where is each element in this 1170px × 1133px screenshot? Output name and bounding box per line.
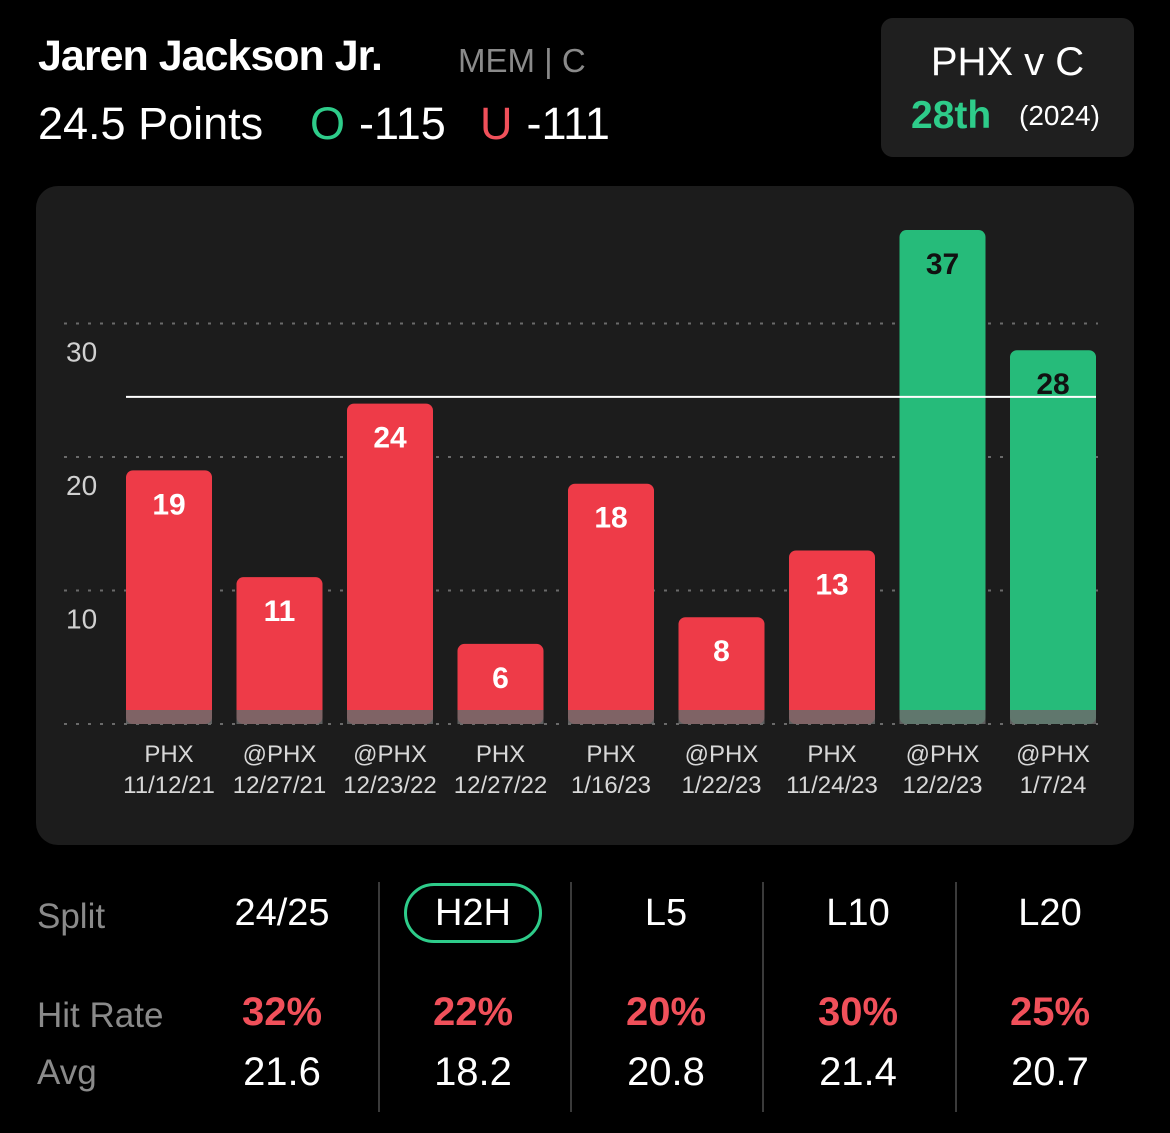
- x-tick-date: 1/16/23: [571, 772, 651, 799]
- under-odds: -111: [526, 98, 610, 149]
- bar-value-label: 19: [152, 488, 185, 521]
- bar-base: [236, 710, 323, 724]
- avg-value: 18.2: [434, 1050, 512, 1094]
- bar-base: [126, 710, 212, 724]
- x-tick-date: 11/12/21: [123, 772, 215, 799]
- game-log-bar-chart: 10 20 30 19 PHX 11/12/21 11 @PHX 12/27/21 24 @PHX 1…: [64, 230, 1098, 799]
- x-tick-date: 12/2/23: [902, 772, 982, 799]
- bar-base: [1010, 710, 1096, 724]
- over-odds-group[interactable]: O -115: [310, 98, 446, 150]
- bar-base: [789, 710, 875, 724]
- column-divider: [378, 882, 380, 1112]
- bar: [568, 483, 654, 724]
- over-odds: -115: [359, 98, 446, 149]
- player-name: Jaren Jackson Jr.: [38, 32, 383, 80]
- bar-value-label: 18: [594, 502, 627, 535]
- split-row-label: Split: [37, 897, 106, 936]
- hit-rate-value: 20%: [625, 990, 707, 1034]
- avg-value: 21.4: [819, 1050, 897, 1094]
- x-tick-opponent: @PHX: [1016, 741, 1090, 768]
- y-tick-label: 10: [66, 604, 97, 635]
- split-tab-h2h[interactable]: H2H: [434, 892, 512, 934]
- bar: [347, 403, 433, 724]
- avg-row-label: Avg: [37, 1053, 97, 1092]
- bar-value-label: 11: [264, 595, 296, 628]
- matchup-card: PHX v C 28th (2024): [881, 18, 1134, 157]
- x-tick-opponent: PHX: [586, 741, 635, 768]
- hit-rate-value: 22%: [432, 990, 514, 1034]
- bar-value-label: 28: [1036, 368, 1069, 401]
- hit-rate-row-label: Hit Rate: [37, 996, 164, 1035]
- split-tab-l5[interactable]: L5: [644, 892, 688, 934]
- team-position: MEM | C: [458, 42, 586, 79]
- selected-split-pill: [404, 883, 542, 943]
- matchup-rank: 28th: [911, 94, 992, 137]
- split-tab-l10[interactable]: L10: [826, 892, 890, 934]
- bar-value-label: 24: [373, 422, 407, 455]
- x-tick-opponent: @PHX: [685, 741, 759, 768]
- hit-rate-value: 25%: [1009, 990, 1091, 1034]
- bar-base: [457, 710, 544, 724]
- x-tick-opponent: @PHX: [243, 741, 317, 768]
- avg-value: 20.8: [627, 1050, 705, 1094]
- x-tick-date: 12/23/22: [343, 772, 436, 799]
- x-tick-opponent: PHX: [476, 741, 525, 768]
- bar: [236, 577, 323, 724]
- bar-value-label: 13: [815, 568, 848, 601]
- column-divider: [570, 882, 572, 1112]
- x-tick-opponent: PHX: [807, 741, 856, 768]
- x-tick-date: 12/27/21: [233, 772, 326, 799]
- avg-value: 21.6: [243, 1050, 321, 1094]
- over-label: O: [310, 98, 346, 149]
- bar: [457, 643, 544, 724]
- x-tick-opponent: @PHX: [353, 741, 427, 768]
- split-tab-l20[interactable]: L20: [1018, 892, 1082, 934]
- under-label: U: [480, 98, 513, 149]
- y-tick-label: 20: [66, 470, 97, 501]
- bar: [126, 470, 212, 724]
- matchup-year: (2024): [1019, 100, 1100, 131]
- bar-base: [899, 710, 986, 724]
- chart-card: 10 20 30 19 PHX 11/12/21 11 @PHX 12/27/21 24 @PHX 1…: [36, 186, 1134, 845]
- x-tick-opponent: PHX: [144, 741, 193, 768]
- bar-value-label: 6: [492, 662, 509, 695]
- column-divider: [955, 882, 957, 1112]
- x-tick-date: 1/22/23: [681, 772, 761, 799]
- under-odds-group[interactable]: U -111: [480, 98, 610, 150]
- prop-line: 24.5 Points: [38, 98, 264, 149]
- hit-rate-value: 32%: [241, 990, 323, 1034]
- bar-value-label: 8: [713, 635, 730, 668]
- bar-value-label: 37: [926, 248, 959, 281]
- matchup-title: PHX v C: [930, 40, 1085, 84]
- split-tab-24-25[interactable]: 24/25: [234, 892, 330, 934]
- bar: [1010, 350, 1096, 724]
- x-tick-date: 1/7/24: [1020, 772, 1087, 799]
- bar-base: [347, 710, 433, 724]
- x-tick-date: 12/27/22: [454, 772, 547, 799]
- x-tick-opponent: @PHX: [906, 741, 980, 768]
- bar: [899, 230, 986, 725]
- bar: [789, 550, 875, 724]
- x-tick-date: 11/24/23: [786, 772, 878, 799]
- y-tick-label: 30: [66, 337, 97, 368]
- bar: [678, 617, 765, 724]
- bar-base: [678, 710, 765, 724]
- hit-rate-value: 30%: [817, 990, 899, 1034]
- column-divider: [762, 882, 764, 1112]
- bar-base: [568, 710, 654, 724]
- avg-value: 20.7: [1011, 1050, 1089, 1094]
